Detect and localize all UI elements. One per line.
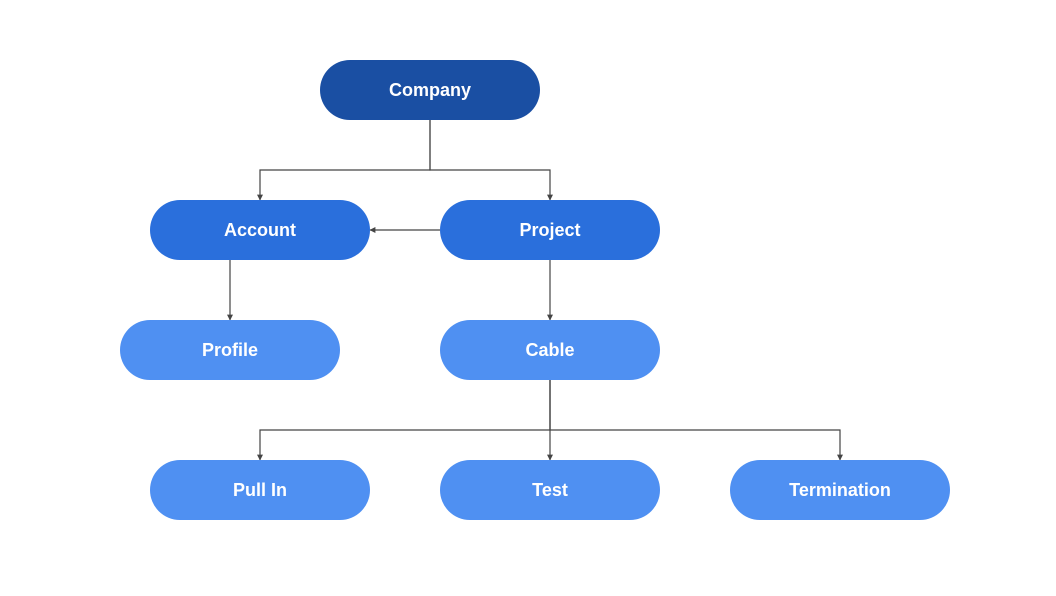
edge-company-account <box>260 120 430 200</box>
edge-cable-pullin <box>260 380 550 460</box>
node-label-profile: Profile <box>202 340 258 360</box>
node-label-termination: Termination <box>789 480 891 500</box>
node-company: Company <box>320 60 540 120</box>
edge-company-project <box>430 120 550 200</box>
edge-cable-termination <box>550 380 840 460</box>
node-label-project: Project <box>519 220 580 240</box>
node-label-cable: Cable <box>525 340 574 360</box>
node-profile: Profile <box>120 320 340 380</box>
node-pullin: Pull In <box>150 460 370 520</box>
node-test: Test <box>440 460 660 520</box>
node-label-company: Company <box>389 80 471 100</box>
hierarchy-diagram: Company Account Project Profile Cable Pull In… <box>0 0 1056 596</box>
node-label-test: Test <box>532 480 568 500</box>
node-cable: Cable <box>440 320 660 380</box>
node-termination: Termination <box>730 460 950 520</box>
node-account: Account <box>150 200 370 260</box>
node-project: Project <box>440 200 660 260</box>
node-label-account: Account <box>224 220 296 240</box>
node-label-pullin: Pull In <box>233 480 287 500</box>
